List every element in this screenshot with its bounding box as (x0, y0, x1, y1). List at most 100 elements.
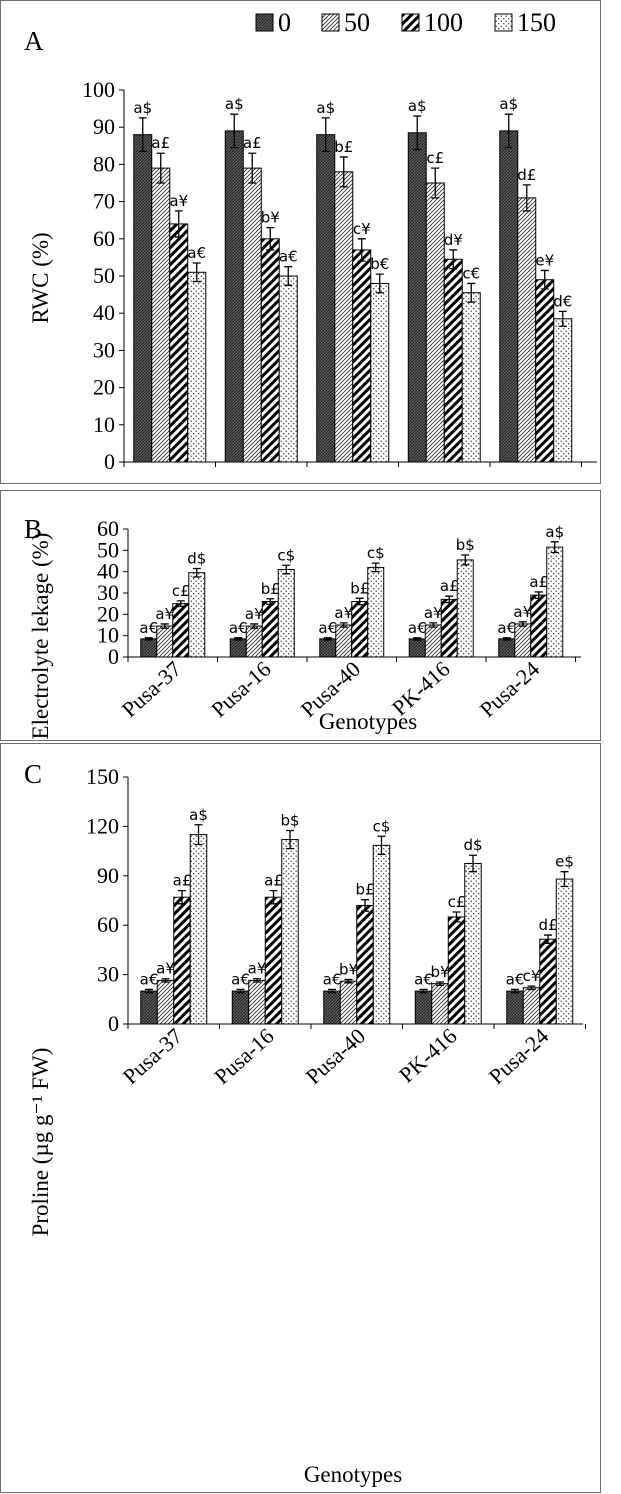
panel-a-ytick-label: 50 (93, 263, 115, 288)
panel-a-errorbar-pusa-37-150 (192, 262, 201, 283)
panel-b-sig-label: a¥ (424, 604, 443, 622)
panel-b-errorbar-pusa-40-0 (323, 637, 332, 641)
panel-c-bar-pk-416-0 (414, 990, 433, 1025)
panel-c-errorbar-pusa-16-150 (286, 829, 294, 850)
panel-b-sig-label: a€ (318, 619, 337, 637)
legend: 0 50 100 150 (255, 8, 556, 37)
panel-a-sig-label: a$ (499, 95, 518, 113)
panel-b-bar-pusa-37-100 (172, 603, 190, 658)
panel-c-bar-pusa-24-0 (506, 990, 524, 1025)
panel-a-errorbar-pk-416-50 (431, 167, 440, 199)
panel-b-errorbar-pusa-37-50 (160, 623, 169, 629)
legend-swatch-150 (494, 13, 513, 32)
panel-c-errorbar-pk-416-0 (419, 988, 428, 994)
panel-c-bar-pk-416-100 (447, 916, 466, 1025)
panel-a-errorbar-pusa-40-100 (357, 238, 366, 262)
panel-c-errorbar-pusa-16-50 (253, 978, 261, 983)
panel-b-bar-pusa-16-150 (277, 569, 295, 658)
panel-c-ytick-label: 150 (86, 764, 119, 789)
panel-b-bar-pusa-40-100 (351, 601, 369, 658)
panel-b-sig-label: c£ (172, 582, 190, 600)
panel-c-sig-label: b¥ (339, 961, 358, 979)
panel-b-bar-pusa-40-0 (319, 638, 337, 658)
panel-b-errorbar-pusa-40-150 (371, 562, 380, 573)
panel-b-xlabel: Genotypes (319, 709, 417, 734)
panel-a-bar-pusa-37-150 (187, 271, 207, 463)
panel-b-frame (0, 490, 601, 741)
panel-a-sig-label: a$ (133, 99, 152, 117)
panel-a-ytick-label: 30 (93, 337, 115, 362)
panel-a-bar-pusa-16-100 (260, 238, 280, 463)
panel-a-bar-pusa-24-0 (499, 130, 519, 463)
panel-c-errorbar-pk-416-100 (452, 911, 461, 923)
panel-b-ytick-label: 10 (97, 623, 119, 648)
panel-c-bar-pusa-16-100 (264, 896, 283, 1025)
panel-c-sig-label: a€ (140, 970, 159, 988)
panel-c-errorbar-pusa-24-0 (511, 988, 519, 994)
panel-c-bar-pusa-24-150 (555, 878, 574, 1025)
panel-a-bar-pusa-37-50 (151, 167, 171, 463)
panel-a-errorbar-pusa-16-150 (284, 266, 293, 286)
panel-a-errorbar-pk-416-150 (467, 282, 476, 303)
panel-c-ytick-label: 120 (86, 813, 119, 838)
panel-c-sig-label: b$ (280, 812, 299, 830)
panel-a-bar-pusa-24-150 (553, 318, 573, 463)
panel-c-errorbar-pusa-37-150 (194, 824, 203, 846)
panel-c-bar-pusa-16-50 (248, 979, 266, 1025)
panel-a-errorbar-pk-416-0 (413, 115, 422, 151)
panel-a-bar-pk-416-0 (407, 132, 427, 463)
panel-a-bar-pusa-40-150 (370, 282, 390, 463)
panel-a-errorbar-pusa-16-50 (248, 152, 257, 184)
panel-a-errorbar-pusa-16-100 (266, 226, 275, 251)
legend-swatch-0 (255, 13, 274, 32)
panel-b-bar-pusa-40-150 (367, 566, 385, 658)
panel-b-bar-pusa-16-0 (229, 638, 247, 658)
legend-label-0: 0 (278, 8, 291, 37)
panel-b-errorbar-pusa-37-150 (192, 567, 201, 578)
panel-b-sig-label: a¥ (245, 605, 264, 623)
panel-a-errorbar-pusa-37-100 (174, 210, 183, 238)
panel-a-bar-pk-416-50 (425, 182, 445, 463)
legend-label-50: 50 (344, 8, 370, 37)
legend-label-100: 100 (424, 8, 463, 37)
panel-b-sig-label: c$ (277, 546, 295, 564)
panel-a-ytick-label: 80 (93, 151, 115, 176)
panel-b-sig-label: a¥ (513, 603, 532, 621)
panel-b-errorbar-pusa-40-50 (339, 622, 348, 628)
panel-b-errorbar-pusa-24-100 (534, 591, 543, 599)
panel-a-bar-pusa-16-50 (242, 167, 262, 463)
panel-a-sig-label: a£ (151, 134, 170, 152)
panel-b-sig-label: a€ (139, 619, 158, 637)
panel-c-sig-label: a£ (264, 872, 283, 890)
panel-c-sig-label: a¥ (248, 960, 267, 978)
panel-b-bar-pusa-24-0 (498, 638, 516, 658)
panel-c-errorbar-pusa-24-100 (544, 934, 552, 944)
panel-c-sig-label: a£ (173, 872, 192, 890)
panel-b-bar-pusa-24-100 (530, 594, 548, 658)
panel-a-errorbar-pusa-24-150 (558, 310, 567, 327)
panel-c-sig-label: a€ (506, 970, 525, 988)
panel-c-bar-pusa-40-50 (339, 980, 358, 1025)
panel-b-sig-label: a€ (497, 619, 516, 637)
panel-b-ytick-label: 40 (97, 559, 119, 584)
panel-c-sig-label: b¥ (430, 963, 449, 981)
panel-c-ytick-label: 30 (97, 962, 119, 987)
panel-c-errorbar-pusa-40-50 (344, 978, 353, 984)
panel-a-bar-pusa-37-0 (133, 134, 153, 463)
panel-c-bar-pusa-24-100 (539, 938, 557, 1025)
panel-b-sig-label: b£ (261, 580, 280, 598)
panel-c-sig-label: d£ (538, 916, 557, 934)
panel-c-errorbar-pusa-37-50 (161, 978, 170, 983)
panel-b-bar-pusa-24-50 (514, 623, 532, 658)
panel-a-sig-label: a€ (187, 244, 206, 262)
panel-c-bar-pusa-40-150 (372, 844, 391, 1025)
panel-b-errorbar-pusa-40-100 (355, 597, 364, 606)
panel-c-errorbar-pk-416-50 (436, 981, 444, 986)
panel-letter-c: C (24, 759, 42, 789)
panel-b-errorbar-pusa-24-150 (550, 541, 559, 554)
panel-c-xlabel: Genotypes (304, 1462, 402, 1487)
panel-c-bar-pusa-24-50 (522, 987, 541, 1025)
panel-b-sig-label: a¥ (334, 604, 353, 622)
panel-c-bar-pusa-37-150 (189, 834, 208, 1025)
